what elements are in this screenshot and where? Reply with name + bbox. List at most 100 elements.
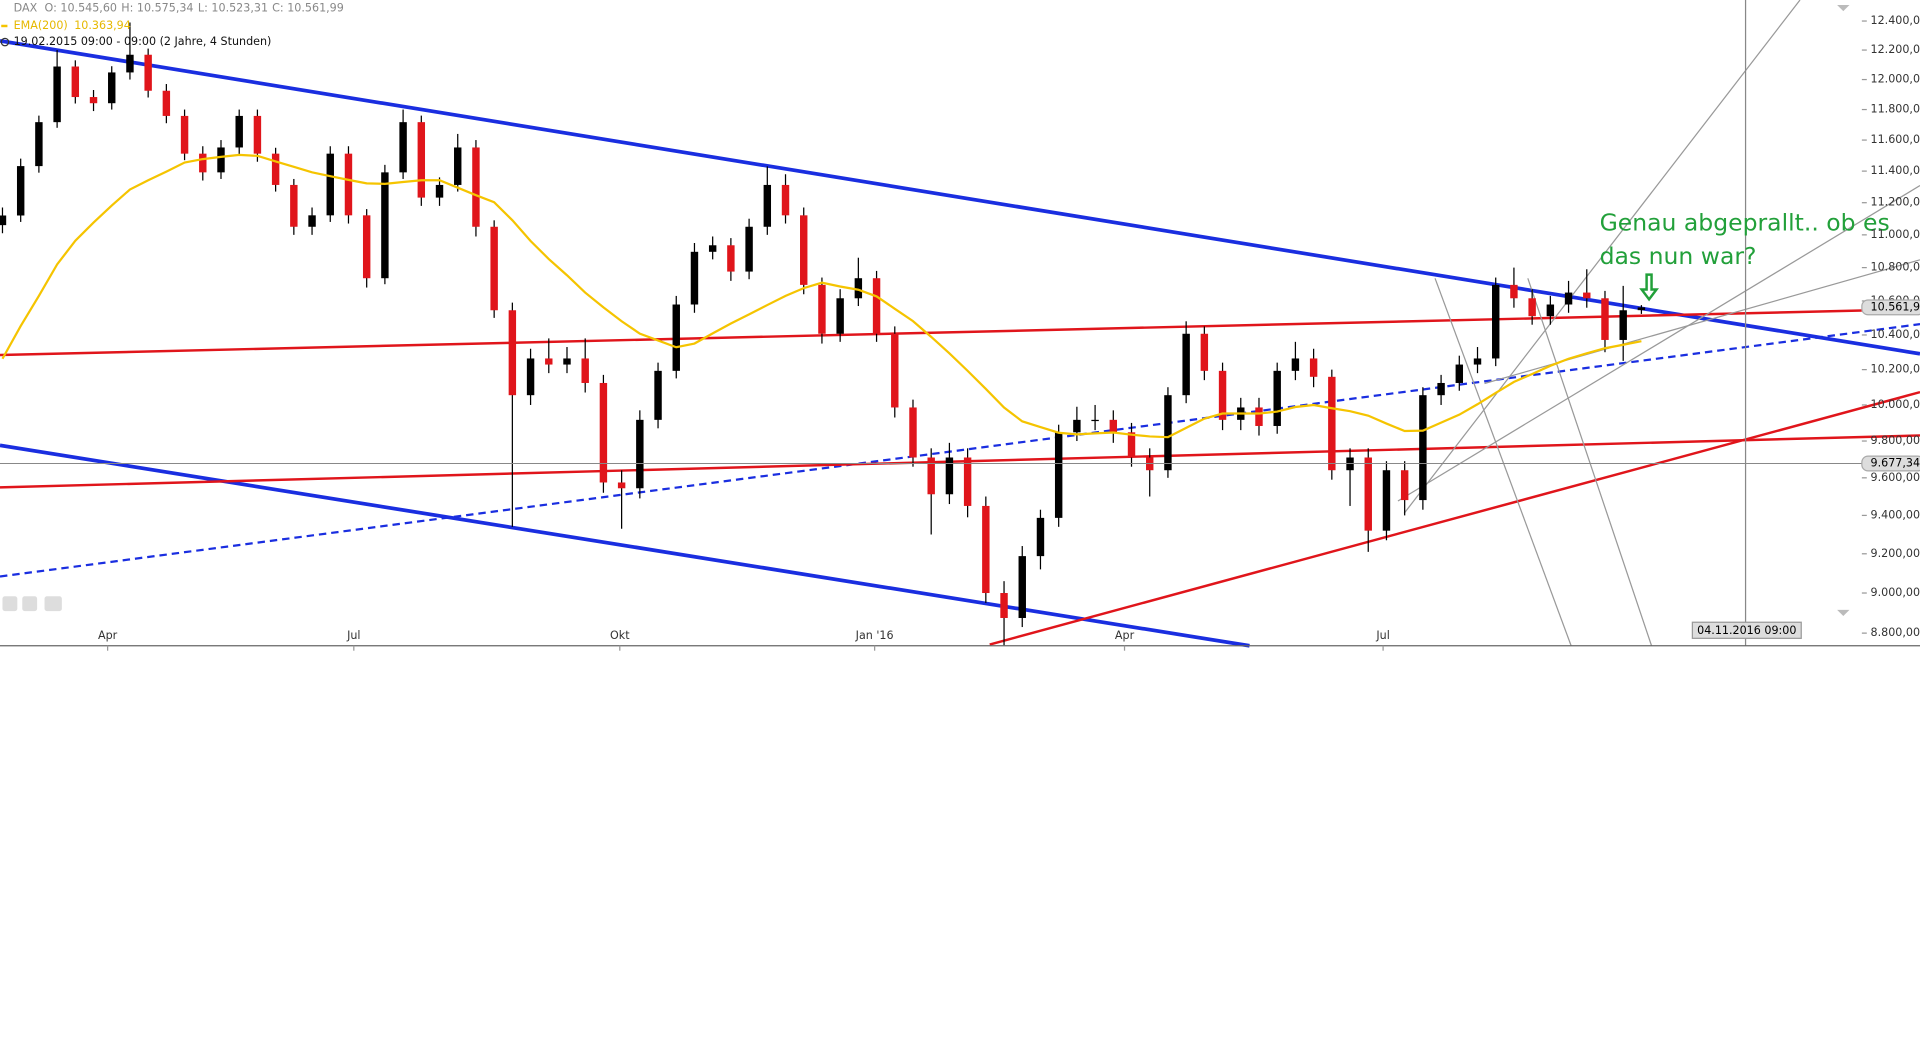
y-tick-label: 10.800,00: [1871, 261, 1920, 274]
candle-body: [1455, 364, 1464, 383]
x-tick-label: Jan '16: [855, 629, 894, 642]
y-tick-label: 9.600,00: [1871, 471, 1920, 484]
candle-body: [1073, 419, 1081, 433]
candle-body: [1619, 310, 1627, 340]
y-tick-label: 11.600,00: [1871, 133, 1920, 146]
candle-body: [35, 122, 43, 167]
candle-body: [454, 147, 462, 185]
candle-body: [781, 184, 790, 216]
candle-body: [1382, 470, 1391, 531]
candle-body: [982, 505, 990, 594]
candle-body: [1200, 333, 1209, 371]
candle-body: [727, 245, 735, 272]
candle-body: [1419, 395, 1427, 501]
candle-body: [217, 147, 225, 173]
candle-body: [180, 115, 189, 154]
x-tick-label: Apr: [98, 629, 118, 642]
fan-line: [1397, 185, 1920, 502]
plot: [0, 22, 1646, 646]
candle-body: [909, 407, 917, 458]
candle-body: [16, 166, 25, 216]
annotation: das nun war?: [1600, 242, 1757, 270]
y-tick-label: 10.000,00: [1871, 398, 1920, 411]
x-tick-label: Jul: [1375, 629, 1389, 642]
trend-lines: [0, 0, 1920, 648]
trend-line: [0, 434, 1920, 489]
candle-body: [199, 153, 207, 173]
range: 19.02.2015 09:00 - 09:00 (2 Jahre, 4 Stu…: [14, 35, 272, 48]
zoom-in[interactable]: [2, 596, 18, 612]
candle-body: [89, 97, 98, 104]
candle-body: [1182, 333, 1190, 396]
candle-body: [1054, 432, 1063, 518]
fan-line: [1403, 0, 1801, 514]
trend-line: [0, 443, 1250, 648]
y-tick-label: 9.800,00: [1871, 434, 1920, 447]
candle-body: [1309, 358, 1318, 377]
candle-body: [290, 184, 298, 227]
candle-body: [0, 215, 7, 226]
y-tick-label: 8.800,00: [1871, 626, 1920, 639]
candle-body: [1601, 298, 1609, 340]
candle-body: [1273, 370, 1281, 426]
scroll-down[interactable]: [1837, 609, 1850, 617]
candle-body: [1510, 284, 1518, 299]
candle-body: [381, 172, 389, 279]
candle-body: [1437, 382, 1445, 396]
candle-body: [654, 370, 662, 420]
zoom-out[interactable]: [22, 596, 38, 612]
candle-body: [162, 90, 171, 116]
y-tick-label: 11.800,00: [1871, 103, 1920, 116]
legend-value: 10.363,94: [74, 19, 131, 32]
candle-body: [1164, 395, 1172, 471]
y-tick-label: 9.000,00: [1871, 586, 1920, 599]
ohlc: C: 10.561,99: [272, 2, 344, 15]
candle-body: [1546, 304, 1555, 317]
scroll-up[interactable]: [1837, 4, 1850, 12]
candle-body: [1291, 358, 1300, 371]
candle-body: [344, 153, 353, 216]
y-tick-label: 11.000,00: [1871, 228, 1920, 241]
candle-body: [545, 358, 553, 365]
candle-body: [308, 215, 316, 227]
candle-body: [472, 147, 480, 227]
cursor-label: 04.11.2016 09:00: [1697, 624, 1796, 637]
candle-body: [71, 66, 80, 98]
candle-body: [508, 310, 517, 396]
y-tick-label: 11.400,00: [1871, 164, 1920, 177]
candle-body: [891, 333, 899, 408]
candle-body: [326, 153, 334, 216]
candle-body: [126, 54, 134, 73]
candle-body: [1528, 298, 1536, 317]
annotation: Genau abgeprallt.. ob es: [1600, 208, 1890, 236]
ohlc: O: 10.545,60: [45, 2, 117, 15]
candle-body: [108, 72, 116, 104]
y-tick-label: 12.000,00: [1871, 73, 1920, 86]
zoom-controls[interactable]: [2, 596, 62, 612]
candle-body: [690, 251, 699, 305]
y-tick-label: 9.400,00: [1871, 508, 1920, 521]
arrow: [1639, 273, 1659, 302]
candle-body: [1583, 292, 1591, 299]
trend-line: [0, 38, 1920, 356]
ohlc: L: 10.523,31: [198, 2, 268, 15]
x-tick-label: Apr: [1115, 629, 1135, 642]
candle-body: [1328, 376, 1336, 471]
legend-label: EMA(200): [14, 19, 68, 32]
x-tick-label: Okt: [610, 629, 630, 642]
zoom-reset[interactable]: [44, 596, 62, 612]
candle-body: [1400, 470, 1409, 501]
candle-body: [435, 184, 444, 198]
y-tick-label: 12.400,00: [1871, 14, 1920, 27]
candle-body: [399, 122, 407, 173]
trend-line: [0, 323, 1920, 578]
ema-line: [1, 153, 1642, 439]
candle-body: [490, 226, 498, 311]
candle-body: [1364, 457, 1372, 531]
candle-body: [581, 358, 589, 383]
candle-body: [1218, 370, 1227, 420]
candle-body: [872, 278, 881, 334]
candle-body: [836, 298, 844, 334]
